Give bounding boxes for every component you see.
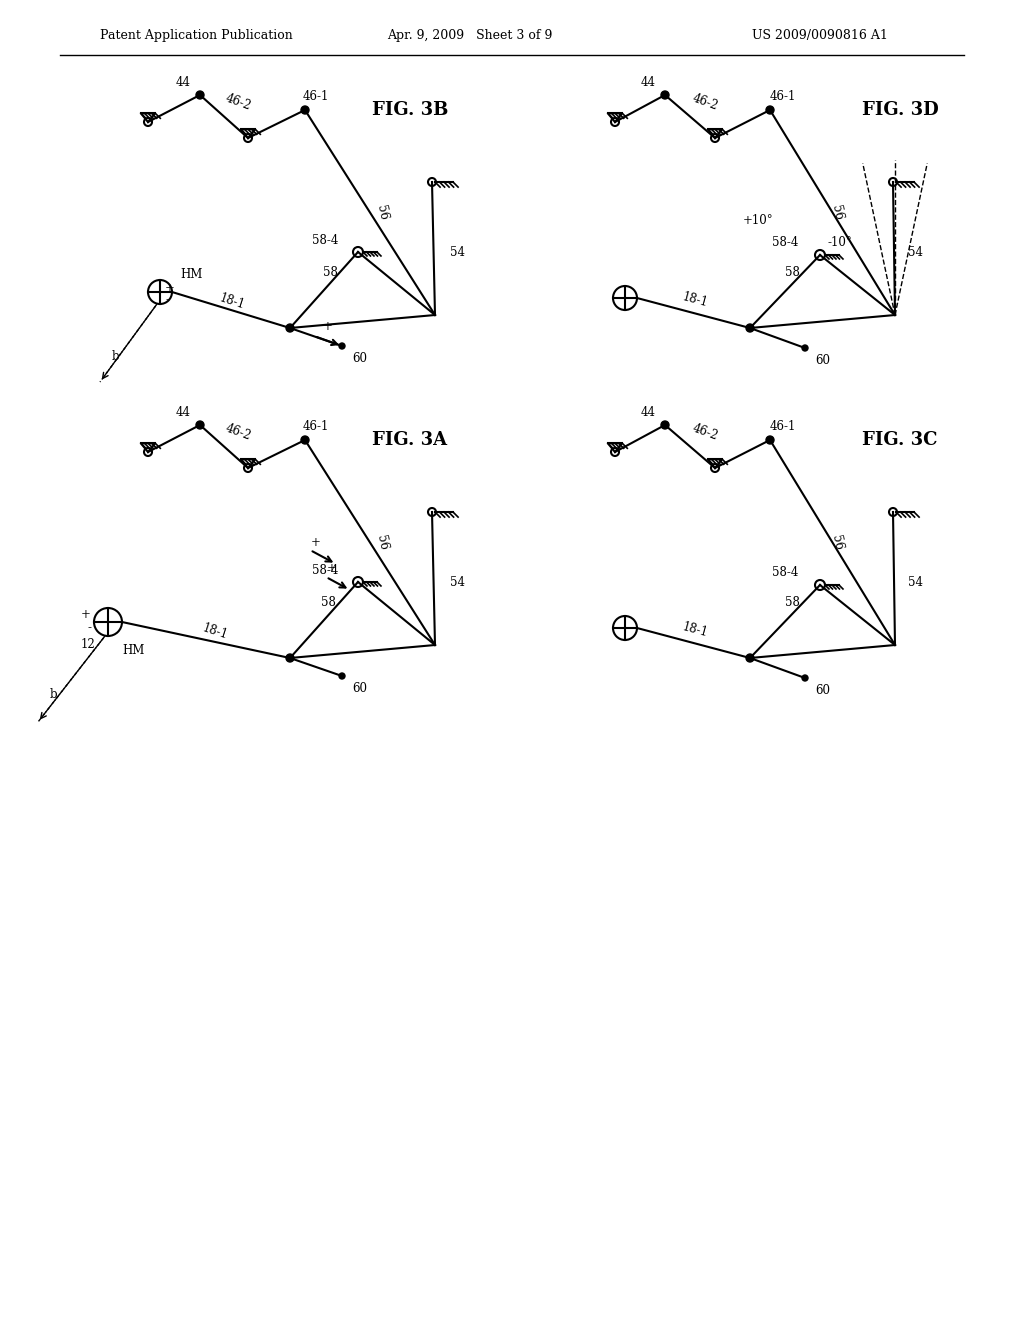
Text: 46-1: 46-1 xyxy=(303,91,329,103)
Circle shape xyxy=(339,343,345,348)
Text: b: b xyxy=(112,351,119,363)
Text: 54: 54 xyxy=(450,246,465,259)
Text: 58: 58 xyxy=(323,265,338,279)
Text: 56: 56 xyxy=(374,535,390,552)
Circle shape xyxy=(766,106,774,114)
Circle shape xyxy=(766,436,774,444)
Text: 54: 54 xyxy=(450,576,465,589)
Text: FIG. 3B: FIG. 3B xyxy=(372,102,449,119)
Text: -: - xyxy=(166,293,170,306)
Text: FIG. 3C: FIG. 3C xyxy=(862,432,938,449)
Circle shape xyxy=(286,323,294,333)
Text: 58-4: 58-4 xyxy=(311,234,338,247)
Text: 44: 44 xyxy=(640,405,655,418)
Circle shape xyxy=(746,323,754,333)
Text: 18-1: 18-1 xyxy=(217,292,247,313)
Text: FIG. 3A: FIG. 3A xyxy=(373,432,447,449)
Text: 60: 60 xyxy=(352,352,367,366)
Text: 46-1: 46-1 xyxy=(770,91,797,103)
Circle shape xyxy=(662,421,669,429)
Text: 18-1: 18-1 xyxy=(201,622,229,643)
Text: 54: 54 xyxy=(908,576,923,589)
Text: 44: 44 xyxy=(640,75,655,88)
Text: 44: 44 xyxy=(175,405,190,418)
Text: 60: 60 xyxy=(815,684,830,697)
Text: -10°: -10° xyxy=(827,235,852,248)
Circle shape xyxy=(286,653,294,663)
Text: FIG. 3D: FIG. 3D xyxy=(861,102,938,119)
Circle shape xyxy=(746,653,754,663)
Text: +10°: +10° xyxy=(742,214,773,227)
Circle shape xyxy=(802,675,808,681)
Text: 46-2: 46-2 xyxy=(690,91,720,112)
Text: Apr. 9, 2009   Sheet 3 of 9: Apr. 9, 2009 Sheet 3 of 9 xyxy=(387,29,553,41)
Text: 46-2: 46-2 xyxy=(690,421,720,442)
Text: 54: 54 xyxy=(908,246,923,259)
Text: 58: 58 xyxy=(784,265,800,279)
Text: 18-1: 18-1 xyxy=(681,620,710,640)
Text: +: + xyxy=(165,281,175,294)
Text: +: + xyxy=(323,319,333,333)
Text: 56: 56 xyxy=(829,205,845,222)
Circle shape xyxy=(196,91,204,99)
Text: 58-4: 58-4 xyxy=(772,235,798,248)
Text: 56: 56 xyxy=(374,205,390,222)
Text: HM: HM xyxy=(180,268,203,281)
Text: HM: HM xyxy=(122,644,144,656)
Text: 46-2: 46-2 xyxy=(223,421,253,442)
Text: 18-1: 18-1 xyxy=(681,290,710,310)
Circle shape xyxy=(301,436,309,444)
Text: -: - xyxy=(88,622,92,635)
Text: 12: 12 xyxy=(81,638,95,651)
Text: 46-1: 46-1 xyxy=(770,421,797,433)
Text: 58-4: 58-4 xyxy=(311,564,338,577)
Text: 56: 56 xyxy=(829,535,845,552)
Text: b: b xyxy=(49,688,56,701)
Circle shape xyxy=(662,91,669,99)
Text: 58-4: 58-4 xyxy=(772,565,798,578)
Circle shape xyxy=(196,421,204,429)
Text: 44: 44 xyxy=(175,75,190,88)
Text: 60: 60 xyxy=(815,354,830,367)
Text: 58: 58 xyxy=(321,595,336,609)
Text: 60: 60 xyxy=(352,682,367,696)
Text: +: + xyxy=(81,607,91,620)
Text: 46-2: 46-2 xyxy=(223,91,253,112)
Circle shape xyxy=(339,673,345,678)
Circle shape xyxy=(802,345,808,351)
Text: US 2009/0090816 A1: US 2009/0090816 A1 xyxy=(752,29,888,41)
Circle shape xyxy=(301,106,309,114)
Text: 46-1: 46-1 xyxy=(303,421,329,433)
Text: +: + xyxy=(311,536,321,549)
Text: Patent Application Publication: Patent Application Publication xyxy=(100,29,293,41)
Text: +: + xyxy=(327,562,337,576)
Text: 58: 58 xyxy=(784,595,800,609)
